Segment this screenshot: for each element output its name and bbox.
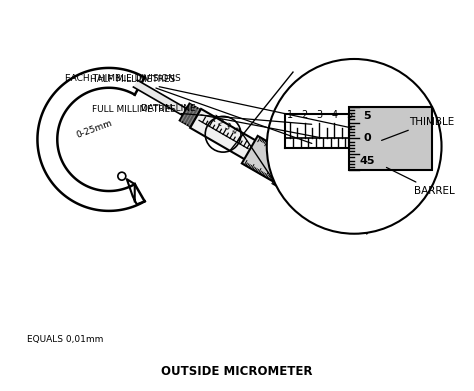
Bar xyxy=(285,114,349,148)
Circle shape xyxy=(267,59,442,234)
Text: OUTSIDE MICROMETER: OUTSIDE MICROMETER xyxy=(161,365,313,378)
Polygon shape xyxy=(180,103,201,127)
Polygon shape xyxy=(242,136,290,182)
Text: 2: 2 xyxy=(301,109,308,120)
Text: 4: 4 xyxy=(331,109,337,120)
Text: 3: 3 xyxy=(223,122,231,133)
Polygon shape xyxy=(190,109,257,160)
Text: 0: 0 xyxy=(363,133,371,143)
Bar xyxy=(349,107,432,170)
Text: EQUALS 0,01mm: EQUALS 0,01mm xyxy=(27,335,103,344)
Text: 2: 2 xyxy=(216,118,225,129)
Text: 1: 1 xyxy=(209,114,218,124)
Text: EACH THIMBLE DIVISIONS: EACH THIMBLE DIVISIONS xyxy=(64,74,351,128)
Text: 4: 4 xyxy=(229,126,238,136)
Text: 5: 5 xyxy=(346,109,352,120)
Text: 1: 1 xyxy=(287,109,292,120)
Text: 45: 45 xyxy=(359,156,375,166)
Text: 0-25mm: 0-25mm xyxy=(75,119,113,140)
Circle shape xyxy=(118,172,126,180)
Text: THIMBLE: THIMBLE xyxy=(382,117,454,140)
Text: 5: 5 xyxy=(363,111,371,121)
Polygon shape xyxy=(348,198,381,233)
Text: HALF MILLIMETRES: HALF MILLIMETRES xyxy=(90,75,312,143)
Polygon shape xyxy=(273,152,364,226)
Text: DATUM LINE: DATUM LINE xyxy=(141,104,322,138)
Text: BARREL: BARREL xyxy=(386,167,455,196)
Text: FULL MILLIMETRES: FULL MILLIMETRES xyxy=(91,105,312,124)
Text: 3: 3 xyxy=(316,109,322,120)
Polygon shape xyxy=(133,80,189,117)
